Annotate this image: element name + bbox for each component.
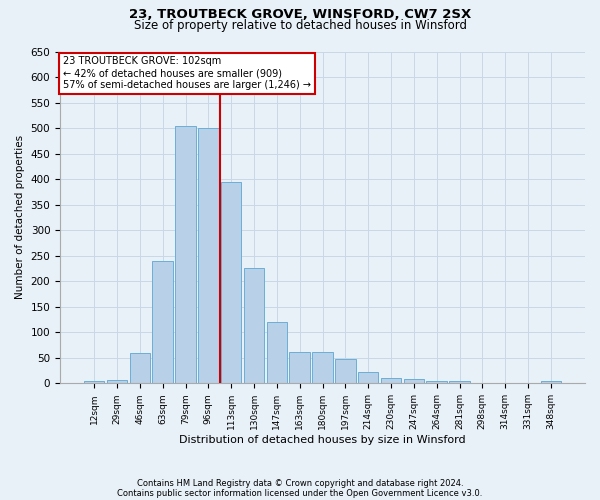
Y-axis label: Number of detached properties: Number of detached properties: [15, 136, 25, 300]
Bar: [449, 381, 470, 384]
Text: 23, TROUTBECK GROVE, WINSFORD, CW7 2SX: 23, TROUTBECK GROVE, WINSFORD, CW7 2SX: [129, 8, 471, 20]
Bar: [312, 352, 333, 384]
Text: Size of property relative to detached houses in Winsford: Size of property relative to detached ho…: [133, 19, 467, 32]
Text: Contains public sector information licensed under the Open Government Licence v3: Contains public sector information licen…: [118, 488, 482, 498]
Bar: [175, 126, 196, 384]
Bar: [152, 261, 173, 384]
Bar: [381, 378, 401, 384]
Bar: [518, 383, 538, 384]
Bar: [221, 182, 241, 384]
Bar: [427, 381, 447, 384]
Bar: [472, 383, 493, 384]
Bar: [266, 322, 287, 384]
Bar: [244, 268, 264, 384]
Text: 23 TROUTBECK GROVE: 102sqm
← 42% of detached houses are smaller (909)
57% of sem: 23 TROUTBECK GROVE: 102sqm ← 42% of deta…: [62, 56, 311, 90]
Bar: [358, 372, 379, 384]
X-axis label: Distribution of detached houses by size in Winsford: Distribution of detached houses by size …: [179, 435, 466, 445]
Bar: [541, 381, 561, 384]
Bar: [198, 128, 218, 384]
Bar: [495, 383, 515, 384]
Bar: [107, 380, 127, 384]
Bar: [84, 382, 104, 384]
Bar: [289, 352, 310, 384]
Bar: [130, 352, 150, 384]
Bar: [404, 380, 424, 384]
Text: Contains HM Land Registry data © Crown copyright and database right 2024.: Contains HM Land Registry data © Crown c…: [137, 478, 463, 488]
Bar: [335, 360, 356, 384]
